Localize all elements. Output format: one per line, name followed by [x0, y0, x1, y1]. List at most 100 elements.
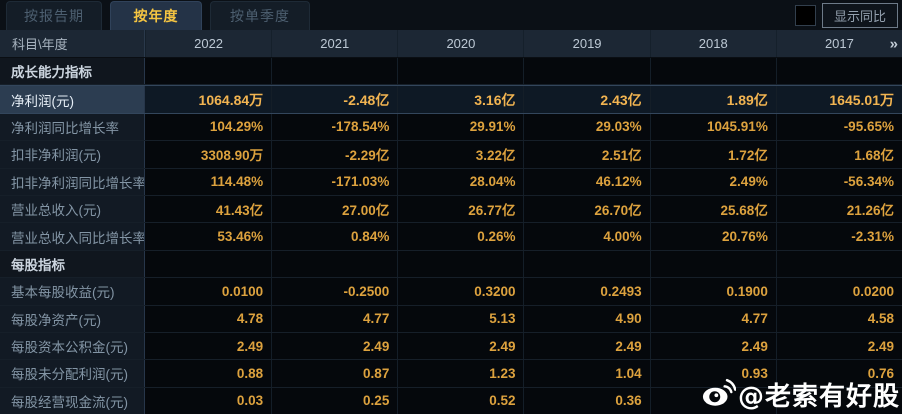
value-cell	[271, 250, 398, 278]
value-cell: 114.48%	[145, 168, 272, 195]
value-cell	[145, 250, 272, 278]
value-cell: 1045.91%	[649, 113, 776, 141]
tab-by-year[interactable]: 按年度	[110, 1, 202, 30]
value-cell: -178.54%	[271, 113, 398, 141]
value-cell: 0.88	[145, 360, 272, 387]
table-row[interactable]: 营业总收入(元) 41.43亿 27.00亿 26.77亿 26.70亿 25.68亿 21…	[0, 195, 902, 224]
year-column-header[interactable]: 2017»	[775, 30, 902, 57]
year-column-header[interactable]: 2019	[523, 30, 649, 57]
table-row[interactable]: 营业总收入同比增长率 53.46% 0.84% 0.26% 4.00% 20.76% -2.…	[0, 223, 902, 251]
value-cell: 0.87	[271, 360, 398, 387]
row-label: 营业总收入同比增长率	[0, 223, 145, 250]
year-column-header[interactable]: 2022	[145, 30, 271, 57]
year-column-header[interactable]: 2021	[271, 30, 397, 57]
value-cell: 29.03%	[523, 113, 650, 141]
row-label: 成长能力指标	[0, 58, 145, 85]
row-label: 每股资本公积金(元)	[0, 332, 145, 360]
value-cell: -2.48亿	[271, 86, 398, 113]
table-row[interactable]: 扣非净利润(元) 3308.90万 -2.29亿 3.22亿 2.51亿 1.72亿 1.6…	[0, 141, 902, 169]
value-cell	[523, 250, 650, 278]
value-cell: 26.77亿	[397, 195, 524, 223]
value-cell	[775, 58, 902, 85]
value-cell: 26.70亿	[523, 195, 650, 223]
row-label: 扣非净利润同比增长率	[0, 168, 145, 195]
value-cell	[775, 387, 902, 414]
year-column-header[interactable]: 2018	[649, 30, 776, 57]
value-cell: 0.0200	[775, 278, 902, 305]
table-row[interactable]: 每股未分配利润(元) 0.88 0.87 1.23 1.04 0.93 0.76	[0, 360, 902, 388]
value-cell: 2.49	[649, 332, 776, 360]
value-cell: 2.49%	[649, 168, 776, 195]
value-cell: -2.31%	[775, 223, 902, 250]
value-cell: 41.43亿	[145, 195, 272, 223]
value-cell: 1.89亿	[649, 86, 776, 113]
row-label: 每股未分配利润(元)	[0, 360, 145, 387]
show-yoy-checkbox[interactable]	[794, 5, 816, 26]
value-cell: 1.04	[523, 360, 650, 387]
value-cell: 21.26亿	[775, 195, 902, 223]
value-cell: 4.58	[775, 305, 902, 332]
value-cell	[649, 250, 776, 278]
table-row[interactable]: 净利润(元) 1064.84万 -2.48亿 3.16亿 2.43亿 1.89亿 1645.…	[0, 85, 902, 114]
value-cell	[523, 58, 650, 85]
value-cell: 2.49	[271, 332, 398, 360]
value-cell	[649, 387, 776, 414]
value-cell: 5.13	[397, 305, 524, 332]
section-row[interactable]: 成长能力指标	[0, 58, 902, 86]
value-cell: 2.49	[775, 332, 902, 360]
tab-by-report-period[interactable]: 按报告期	[6, 1, 102, 30]
table-row[interactable]: 扣非净利润同比增长率 114.48% -171.03% 28.04% 46.12% 2.4…	[0, 168, 902, 196]
table-body: 成长能力指标 净利润(元) 1064.84万 -2.48亿 3.16亿 2.43亿 1.89…	[0, 58, 902, 414]
value-cell: 104.29%	[145, 113, 272, 141]
value-cell: 0.25	[271, 387, 398, 414]
value-cell: 1064.84万	[145, 86, 272, 113]
value-cell: -2.29亿	[271, 141, 398, 168]
value-cell: 1645.01万	[775, 86, 902, 113]
value-cell: 0.1900	[649, 278, 776, 305]
value-cell: 3.16亿	[397, 86, 524, 113]
value-cell	[397, 250, 524, 278]
show-yoy-control: 显示同比	[794, 3, 898, 28]
show-yoy-label[interactable]: 显示同比	[821, 3, 898, 28]
value-cell: 2.51亿	[523, 141, 650, 168]
tab-by-quarter[interactable]: 按单季度	[210, 1, 310, 30]
value-cell: 4.77	[649, 305, 776, 332]
year-column-header[interactable]: 2020	[397, 30, 523, 57]
value-cell: 2.49	[145, 332, 272, 360]
value-cell: 0.52	[397, 387, 524, 414]
more-columns-icon[interactable]: »	[889, 35, 898, 52]
value-cell: 1.72亿	[649, 141, 776, 168]
row-label: 每股经营现金流(元)	[0, 387, 145, 414]
row-label: 净利润(元)	[0, 86, 145, 113]
table-row[interactable]: 每股净资产(元) 4.78 4.77 5.13 4.90 4.77 4.58	[0, 305, 902, 333]
value-cell: 4.78	[145, 305, 272, 332]
value-cell	[271, 58, 398, 85]
value-cell: 3308.90万	[145, 141, 272, 168]
row-label: 营业总收入(元)	[0, 195, 145, 223]
value-cell: 27.00亿	[271, 195, 398, 223]
corner-label: 科目\年度	[0, 30, 145, 57]
row-label: 扣非净利润(元)	[0, 141, 145, 168]
value-cell: 53.46%	[145, 223, 272, 250]
row-label: 每股指标	[0, 250, 145, 278]
value-cell: 2.49	[397, 332, 524, 360]
row-label: 净利润同比增长率	[0, 113, 145, 141]
value-cell: 46.12%	[523, 168, 650, 195]
value-cell: 1.68亿	[775, 141, 902, 168]
value-cell: -171.03%	[271, 168, 398, 195]
value-cell: 0.84%	[271, 223, 398, 250]
row-label: 基本每股收益(元)	[0, 278, 145, 305]
section-row[interactable]: 每股指标	[0, 250, 902, 279]
table-row[interactable]: 每股资本公积金(元) 2.49 2.49 2.49 2.49 2.49 2.49	[0, 332, 902, 361]
value-cell	[649, 58, 776, 85]
table-row[interactable]: 基本每股收益(元) 0.0100 -0.2500 0.3200 0.2493 0.1900…	[0, 278, 902, 306]
value-cell: 2.49	[523, 332, 650, 360]
value-cell: -56.34%	[775, 168, 902, 195]
value-cell: 4.77	[271, 305, 398, 332]
value-cell: 0.93	[649, 360, 776, 387]
table-row[interactable]: 净利润同比增长率 104.29% -178.54% 29.91% 29.03% 1045.…	[0, 113, 902, 142]
value-cell: 28.04%	[397, 168, 524, 195]
value-cell: 0.2493	[523, 278, 650, 305]
value-cell	[145, 58, 272, 85]
table-row[interactable]: 每股经营现金流(元) 0.03 0.25 0.52 0.36	[0, 387, 902, 414]
